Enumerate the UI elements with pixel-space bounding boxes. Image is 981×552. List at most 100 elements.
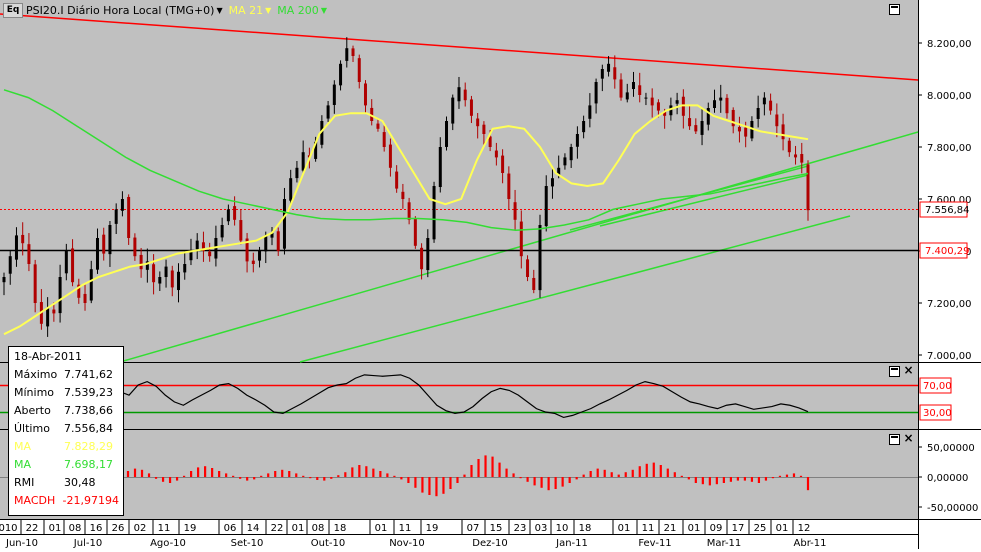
candle-body [675,100,679,104]
day-tick-label: 06 [224,523,237,534]
resistance-trendline[interactable] [0,13,919,81]
candle-body [575,134,579,147]
ma200-line [3,89,809,231]
candle-body [201,242,205,251]
candle-body [52,309,56,314]
candle-body [526,259,530,277]
price-panel-maximize-button[interactable] [889,4,900,15]
candle-body [258,251,262,261]
candle-body [787,140,791,153]
app-logo-icon[interactable]: Eq [3,3,23,18]
candle-body [420,247,424,270]
data-window: 18-Abr-2011 Máximo 7.741,62 Mínimo 7.539,23… [8,346,124,516]
candle-body [407,202,411,220]
candle-body [794,154,798,158]
ma21-selector[interactable]: MA 21 ▼ [229,4,272,17]
rsi-lower-label: 30,00 [923,408,952,419]
candle-body [71,248,75,283]
data-window-value: 7.738,66 [64,404,113,417]
candle-body [314,141,318,159]
data-window-row: RMI 30,48 [14,476,119,492]
candle-body [413,219,417,246]
chevron-down-icon: ▼ [265,5,272,15]
support-trendline-lower[interactable] [299,215,851,363]
candle-body [432,186,436,240]
ma200-selector[interactable]: MA 200 ▼ [277,4,327,17]
day-tick-label: 16 [90,523,103,534]
price-panel[interactable] [0,0,918,362]
candle-body [332,84,336,105]
day-tick-label: 11 [399,523,412,534]
day-tick-label: 22 [26,523,39,534]
candle-body [669,105,673,116]
candle-body [46,308,50,327]
candle-body [532,277,536,290]
data-window-label: RMI [14,476,35,489]
candle-body [563,157,567,166]
candle-body [295,167,299,179]
day-tick-label: 11 [642,523,655,534]
candle-body [775,114,779,127]
day-tick-label: 17 [732,523,745,534]
month-tick-label: Dez-10 [472,538,507,549]
candle-body [663,111,667,116]
chart-header: PSI20.I Diário Hora Local (TMG+0) ▼ MA 2… [26,3,327,17]
candle-body [158,277,162,284]
candle-body [513,202,517,220]
candle-body [631,82,635,90]
price-tick-label: 7.000,00 [927,351,972,362]
candle-body [233,206,237,220]
day-tick-label: 01 [292,523,305,534]
candle-body [357,58,361,82]
data-window-label: MA [14,440,32,453]
day-tick-label: 23 [514,523,527,534]
candle-body [351,48,355,56]
trendline-short-1[interactable] [569,165,809,231]
macd-panel-maximize-button[interactable] [889,434,900,445]
price-tick-label: 7.600,00 [927,195,972,206]
candle-body [133,237,137,257]
price-tick-label: 8.000,00 [927,91,972,102]
candle-body [588,105,592,119]
candle-body [594,82,598,104]
candle-body [21,234,25,244]
day-tick-label: 21 [664,523,677,534]
month-tick-label: Jan-11 [555,538,588,549]
day-tick-label: 26 [112,523,125,534]
rsi-panel-close-icon[interactable]: × [903,363,914,377]
data-window-row: MA 7.828,29 [14,440,119,456]
candle-body [208,251,212,257]
price-tick-label: 8.200,00 [927,39,972,50]
last-price-label: 7.556,84 [925,205,970,216]
macd-panel[interactable] [0,430,918,519]
day-tick-label: 01 [776,523,789,534]
candle-body [756,108,760,119]
candle-body [550,178,554,187]
data-window-row: Último 7.556,84 [14,422,119,438]
day-tick-label: 25 [754,523,767,534]
rsi-panel-maximize-button[interactable] [889,366,900,377]
candle-body [195,240,199,250]
month-tick-label: Out-10 [311,538,345,549]
candle-body [164,266,168,278]
support-trendline-upper[interactable] [119,131,919,363]
rsi-panel[interactable] [0,363,918,429]
instrument-selector[interactable]: PSI20.I Diário Hora Local (TMG+0) ▼ [26,4,223,17]
macd-panel-close-icon[interactable]: × [903,431,914,445]
candle-body [170,270,174,288]
data-window-label: Aberto [14,404,51,417]
trendline-short-2[interactable] [599,174,809,227]
day-tick-label: 01 [618,523,631,534]
month-tick-label: Nov-10 [389,538,425,549]
candle-body [713,100,717,109]
candle-body [226,209,230,222]
macd-axis: 50,00000 0,00000 -50,00000 [918,443,978,514]
candle-body [638,85,642,95]
candle-body [270,232,274,238]
month-tick-label: Abr-11 [794,538,827,549]
candle-body [14,235,18,260]
candle-body [613,67,617,80]
candle-body [376,123,380,129]
macd-tick-label: 0,00000 [927,473,968,484]
candle-body [388,144,392,168]
